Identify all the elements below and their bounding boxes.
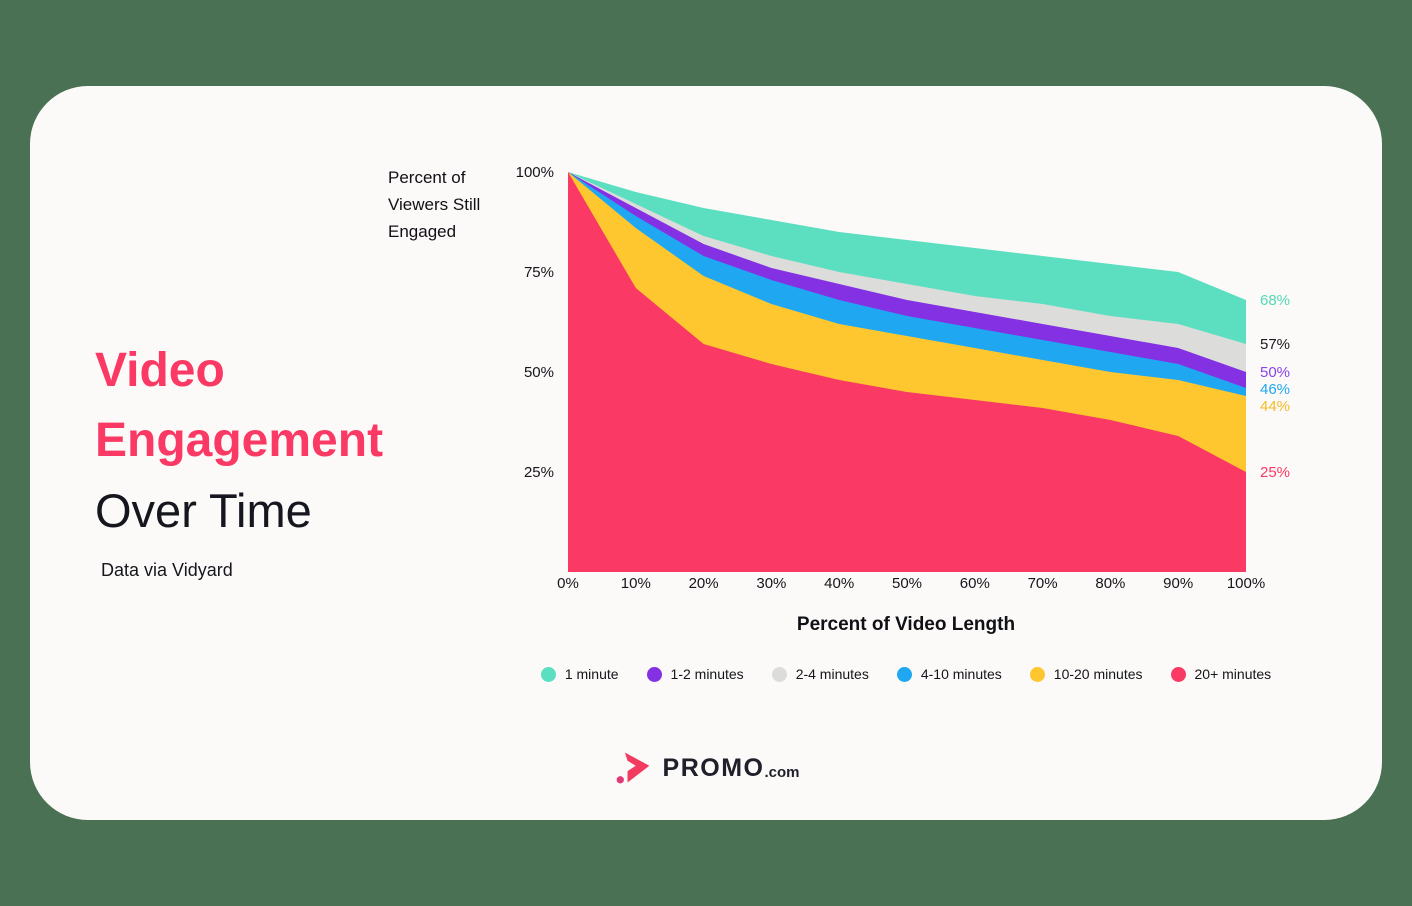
- y-tick-label: 100%: [516, 164, 554, 181]
- data-source-caption: Data via Vidyard: [101, 560, 233, 580]
- x-axis-label: Percent of Video Length: [796, 614, 1016, 635]
- legend-label: 1-2 minutes: [670, 666, 744, 682]
- infographic-card: Video Engagement Over Time Data via Vidy…: [30, 86, 1382, 820]
- y-axis-label: Percent of Viewers Still Engaged: [388, 168, 481, 241]
- legend-swatch-1-minute: [540, 666, 556, 682]
- legend-item-10-20-minutes: 10-20 minutes: [1029, 666, 1143, 682]
- legend-label: 2-4 minutes: [795, 666, 869, 682]
- legend-item-1-minute: 1 minute: [540, 666, 619, 682]
- x-tick-label: 100%: [1227, 575, 1265, 592]
- engagement-area-chart: 25% 50% 75% 100% 0% 10% 20% 30% 40% 50% 60% 70% 80% 9…: [516, 164, 1290, 592]
- legend-item-4-10-minutes: 4-10 minutes: [896, 666, 1002, 682]
- y-tick-label: 25%: [524, 464, 554, 481]
- series-end-value-label: 44%: [1260, 398, 1290, 415]
- series-end-value-label: 57%: [1260, 336, 1290, 353]
- x-tick-label: 80%: [1095, 575, 1125, 592]
- y-tick-label: 50%: [524, 364, 554, 381]
- promo-play-shape: [624, 752, 649, 783]
- x-tick-label: 10%: [621, 575, 651, 592]
- legend-swatch-1-2-minutes: [646, 666, 662, 682]
- legend-label: 1 minute: [564, 666, 619, 682]
- headline: Video Engagement Over Time Data via Vidy…: [95, 336, 383, 581]
- x-tick-label: 30%: [756, 575, 786, 592]
- title-line-over-time: Over Time: [95, 484, 312, 537]
- legend-label: 10-20 minutes: [1053, 666, 1143, 682]
- chart-legend: 1 minute 1-2 minutes 2-4 minutes 4-10 minut…: [496, 666, 1316, 682]
- area-series-20-minutes: [568, 172, 1246, 572]
- legend-item-20-minutes: 20+ minutes: [1170, 666, 1272, 682]
- x-tick-label: 60%: [960, 575, 990, 592]
- y-tick-label: 75%: [524, 264, 554, 281]
- legend-swatch-20-minutes: [1170, 666, 1186, 682]
- legend-swatch-10-20-minutes: [1029, 666, 1045, 682]
- title-line-engagement: Engagement: [95, 414, 384, 467]
- series-end-value-label: 25%: [1260, 464, 1290, 481]
- legend-swatch-4-10-minutes: [896, 666, 912, 682]
- promo-dot-shape: [616, 776, 624, 784]
- x-tick-label: 70%: [1028, 575, 1058, 592]
- promo-brand: PROMO: [662, 753, 765, 782]
- legend-label: 4-10 minutes: [920, 666, 1002, 682]
- series-end-value-label: 68%: [1260, 292, 1290, 309]
- x-tick-label: 0%: [557, 575, 579, 592]
- x-tick-label: 40%: [824, 575, 854, 592]
- x-tick-label: 50%: [892, 575, 922, 592]
- promo-tld: .com: [764, 763, 800, 781]
- legend-item-1-2-minutes: 1-2 minutes: [646, 666, 744, 682]
- legend-label: 20+ minutes: [1194, 666, 1272, 682]
- title-line-video: Video: [95, 344, 225, 397]
- legend-swatch-2-4-minutes: [771, 666, 787, 682]
- promo-play-icon: [616, 752, 649, 784]
- promo-logo-text: PROMO .com: [663, 754, 800, 783]
- series-end-value-label: 46%: [1260, 381, 1290, 398]
- x-tick-label: 90%: [1163, 575, 1193, 592]
- promo-logo: PROMO .com: [30, 748, 1382, 788]
- x-tick-label: 20%: [689, 575, 719, 592]
- legend-item-2-4-minutes: 2-4 minutes: [771, 666, 869, 682]
- series-end-value-label: 50%: [1260, 364, 1290, 381]
